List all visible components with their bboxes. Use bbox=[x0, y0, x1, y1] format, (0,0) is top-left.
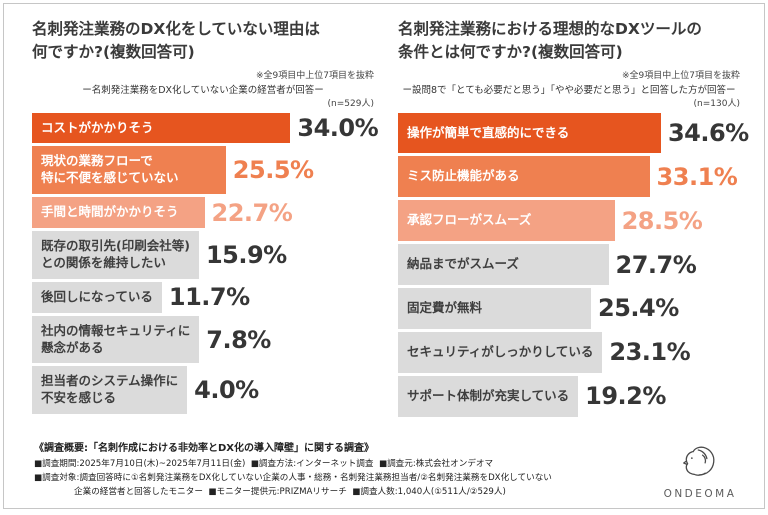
ondeoma-logo: ONDEOMA bbox=[652, 438, 748, 500]
bar-label: 社内の情報セキュリティに 懸念がある bbox=[41, 322, 191, 355]
bar-value: 7.8% bbox=[206, 325, 271, 354]
bar-value: 34.6% bbox=[667, 118, 749, 147]
bar-4: 既存の取引先(印刷会社等) との関係を維持したい bbox=[32, 231, 199, 279]
chart-subtitle: ー名刺発注業務をDX化していない企業の経営者が回答ー bbox=[82, 84, 324, 96]
bar-row: 承認フローがスムーズ 28.5% bbox=[398, 200, 740, 242]
bar-3: 手間と時間がかかりそう bbox=[32, 197, 205, 228]
bar-label: 承認フローがスムーズ bbox=[407, 212, 532, 228]
chart-left: 名刺発注業務のDX化をしていない理由は 何ですか?(複数回答可) ※全9項目中上… bbox=[32, 18, 379, 433]
bar-label: 現状の業務フローで 特に不便を感じていない bbox=[41, 153, 179, 186]
bar-5: 後回しになっている bbox=[32, 281, 162, 313]
charts-area: 名刺発注業務のDX化をしていない理由は 何ですか?(複数回答可) ※全9項目中上… bbox=[4, 4, 764, 432]
chart-subtitle: ー設問8で「とても必要だと思う」「やや必要だと思う」と回答した方が回答ー bbox=[402, 84, 736, 96]
bar-row: 操作が簡単で直感的にできる 34.6% bbox=[398, 112, 749, 154]
chart-title: 名刺発注業務のDX化をしていない理由は 何ですか?(複数回答可) bbox=[32, 20, 320, 62]
survey-overview-footer: 《調査概要:「名刺作成における非効率とDX化の導入障壁」に関する調査》 ■調査期… bbox=[4, 432, 764, 508]
bar-label: 操作が簡単で直感的にできる bbox=[407, 124, 570, 140]
bar-row: 現状の業務フローで 特に不便を感じていない 25.5% bbox=[32, 146, 374, 195]
bar-4: 納品までがスムーズ bbox=[398, 244, 609, 285]
survey-detail-line: ■調査期間:2025年7月10日(木)~2025年7月11日(金) ■調査方法:… bbox=[34, 458, 494, 469]
bar-value: 28.5% bbox=[621, 206, 703, 235]
bar-1: コストがかかりそう bbox=[32, 112, 291, 144]
bar-2: 現状の業務フローで 特に不便を感じていない bbox=[32, 146, 226, 195]
bar-label: 後回しになっている bbox=[41, 288, 153, 304]
bar-row: サポート体制が充実している 19.2% bbox=[398, 375, 740, 417]
bar-chart: 操作が簡単で直感的にできる 34.6% ミス防止機能がある 33.1% 承認フローがスム… bbox=[398, 112, 749, 433]
bar-label: 既存の取引先(印刷会社等) との関係を維持したい bbox=[41, 238, 190, 270]
bar-value: 27.7% bbox=[615, 250, 697, 279]
bar-value: 25.5% bbox=[232, 156, 314, 185]
lion-icon bbox=[683, 446, 715, 476]
bar-value: 4.0% bbox=[194, 376, 259, 405]
bar-row: ミス防止機能がある 33.1% bbox=[398, 156, 740, 198]
bar-label: ミス防止機能がある bbox=[407, 168, 520, 184]
bar-7: サポート体制が充実している bbox=[398, 375, 579, 417]
chart-title: 名刺発注業務における理想的なDXツールの 条件とは何ですか?(複数回答可) bbox=[398, 20, 702, 62]
bar-row: 担当者のシステム操作に 不安を感じる 4.0% bbox=[32, 366, 374, 415]
bar-label: 納品までがスムーズ bbox=[407, 256, 519, 272]
bar-row: 既存の取引先(印刷会社等) との関係を維持したい 15.9% bbox=[32, 231, 374, 279]
survey-detail-line: 企業の経営者と回答したモニター ■モニター提供元:PRIZMAリサーチ ■調査人… bbox=[74, 487, 506, 498]
bar-value: 15.9% bbox=[205, 240, 287, 269]
bar-label: コストがかかりそう bbox=[41, 119, 154, 135]
survey-infographic: 名刺発注業務のDX化をしていない理由は 何ですか?(複数回答可) ※全9項目中上… bbox=[3, 3, 765, 509]
bar-value: 22.7% bbox=[211, 198, 293, 227]
bar-1: 操作が簡単で直感的にできる bbox=[398, 112, 661, 154]
bar-row: 固定費が無料 25.4% bbox=[398, 288, 740, 329]
survey-detail-line: ■調査対象:調査回答時に①名刺発注業務をDX化していない企業の人事・総務・名刺発… bbox=[34, 472, 552, 483]
bar-2: ミス防止機能がある bbox=[398, 156, 650, 198]
bar-7: 担当者のシステム操作に 不安を感じる bbox=[32, 366, 188, 415]
sample-size: (n=130人) bbox=[693, 98, 740, 109]
bar-value: 19.2% bbox=[585, 382, 666, 411]
bar-value: 33.1% bbox=[656, 162, 738, 191]
bar-6: 社内の情報セキュリティに 懸念がある bbox=[32, 315, 200, 364]
bar-label: サポート体制が充実している bbox=[407, 387, 570, 403]
bar-row: 社内の情報セキュリティに 懸念がある 7.8% bbox=[32, 315, 374, 364]
sample-size: (n=529人) bbox=[327, 98, 374, 109]
bar-label: セキュリティがしっかりしている bbox=[407, 343, 594, 359]
bar-3: 承認フローがスムーズ bbox=[398, 200, 615, 242]
bar-label: 固定費が無料 bbox=[407, 300, 483, 315]
logo-wordmark: ONDEOMA bbox=[663, 488, 737, 500]
bar-row: コストがかかりそう 34.0% bbox=[32, 112, 379, 144]
bar-value: 34.0% bbox=[297, 113, 379, 142]
bar-label: 担当者のシステム操作に 不安を感じる bbox=[41, 373, 179, 406]
bar-value: 11.7% bbox=[168, 283, 250, 312]
chart-note: ※全9項目中上位7項目を抜粋 bbox=[622, 70, 740, 81]
bar-row: 納品までがスムーズ 27.7% bbox=[398, 244, 740, 285]
bar-6: セキュリティがしっかりしている bbox=[398, 331, 603, 373]
bar-value: 23.1% bbox=[609, 338, 691, 367]
chart-note: ※全9項目中上位7項目を抜粋 bbox=[256, 70, 374, 81]
bar-row: セキュリティがしっかりしている 23.1% bbox=[398, 331, 740, 373]
bar-row: 後回しになっている 11.7% bbox=[32, 281, 374, 313]
chart-right: 名刺発注業務における理想的なDXツールの 条件とは何ですか?(複数回答可) ※全… bbox=[398, 18, 749, 433]
bar-chart: コストがかかりそう 34.0% 現状の業務フローで 特に不便を感じていない 25.5%… bbox=[32, 112, 379, 433]
bar-5: 固定費が無料 bbox=[398, 288, 592, 329]
survey-overview-text: 《調査概要:「名刺作成における非効率とDX化の導入障壁」に関する調査》 ■調査期… bbox=[34, 439, 642, 500]
bar-row: 手間と時間がかかりそう 22.7% bbox=[32, 197, 374, 228]
bar-label: 手間と時間がかかりそう bbox=[41, 204, 179, 220]
bar-value: 25.4% bbox=[598, 294, 679, 323]
survey-overview-heading: 《調査概要:「名刺作成における非効率とDX化の導入障壁」に関する調査》 bbox=[34, 442, 375, 454]
